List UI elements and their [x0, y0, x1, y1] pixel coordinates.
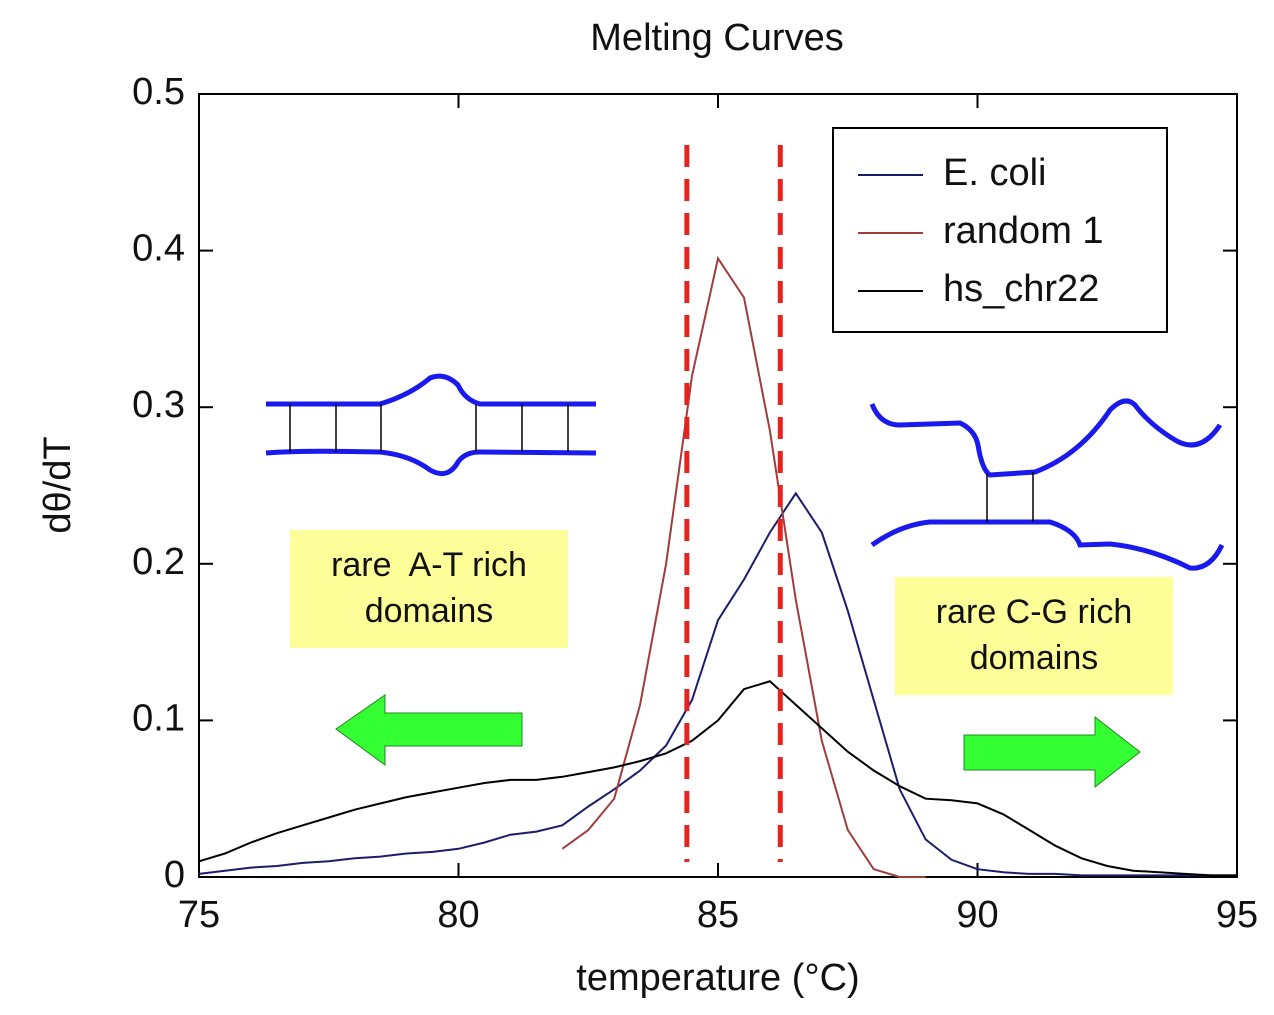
x-tick-label: 95	[1216, 894, 1258, 936]
annotation-box	[290, 530, 568, 648]
series-line	[198, 680, 1237, 877]
y-tick-label: 0.1	[132, 697, 185, 739]
dna-helix	[265, 373, 597, 477]
annotation-box	[895, 577, 1173, 695]
x-axis-label: temperature (°C)	[576, 957, 859, 999]
legend-label: random 1	[943, 210, 1104, 252]
arrow-left	[335, 694, 523, 766]
base-pairs	[289, 404, 569, 452]
y-tick-label: 0.5	[132, 71, 185, 113]
annotation-text: domains	[970, 639, 1099, 677]
annotation-text: rare C-G rich	[936, 593, 1132, 631]
series-line	[561, 255, 926, 878]
annotation-text: domains	[365, 592, 494, 630]
x-tick-label: 90	[956, 894, 998, 936]
x-tick-label: 85	[697, 894, 739, 936]
arrow-right	[963, 715, 1141, 789]
x-tick-label: 80	[437, 894, 479, 936]
y-tick-label: 0.2	[132, 541, 185, 583]
y-tick-label: 0.4	[132, 228, 185, 270]
legend-box	[832, 127, 1168, 333]
chart-title: Melting Curves	[590, 17, 843, 59]
x-tick-label: 75	[178, 894, 220, 936]
y-axis-label: dθ/dT	[37, 436, 79, 533]
y-tick-label: 0	[164, 854, 185, 896]
legend-label: hs_chr22	[943, 268, 1099, 310]
series-line	[198, 491, 1237, 877]
annotation-text: rare A-T rich	[331, 546, 527, 584]
base-pairs	[986, 472, 1034, 522]
legend-label: E. coli	[943, 152, 1046, 194]
y-tick-label: 0.3	[132, 384, 185, 426]
dna-melted	[869, 398, 1225, 571]
